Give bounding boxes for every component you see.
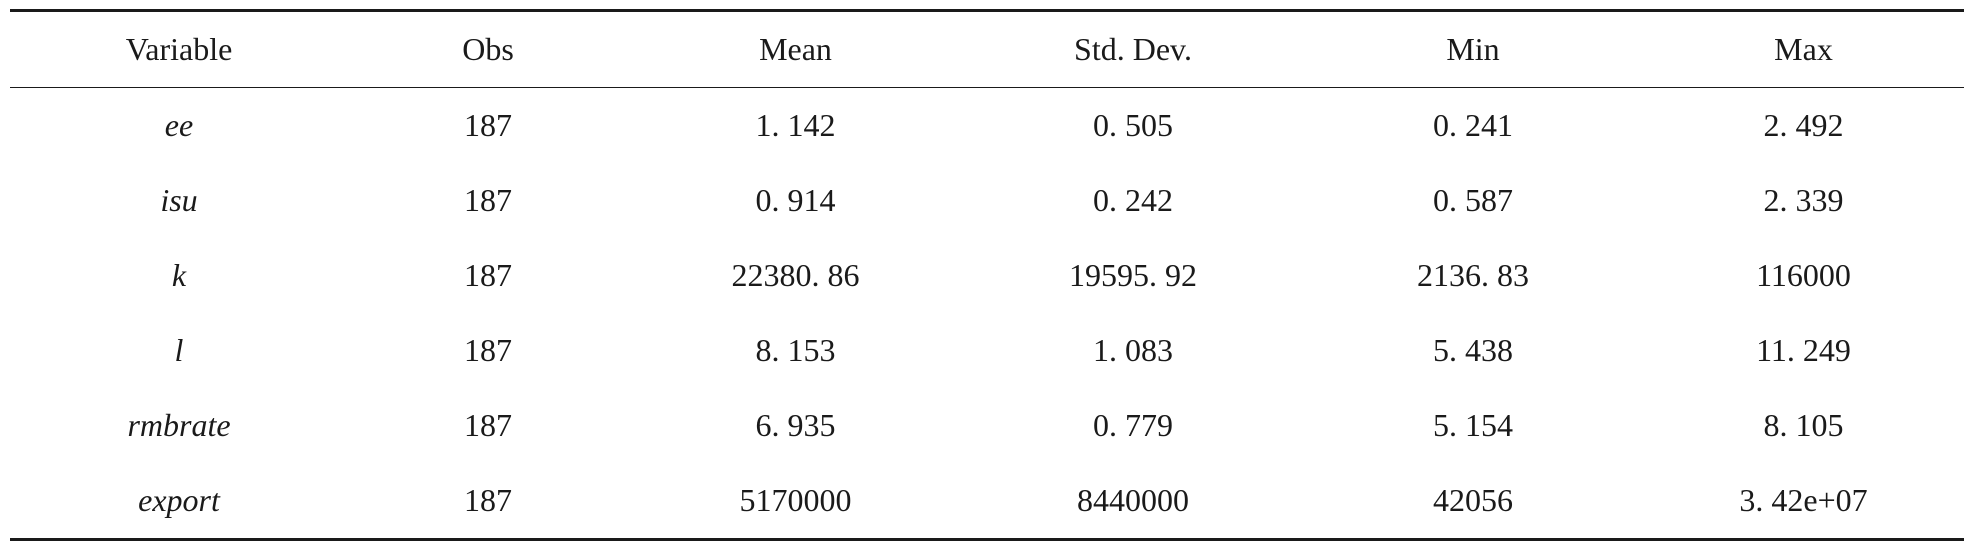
table-row: export 187 5170000 8440000 42056 3. 42e+… (10, 463, 1964, 540)
cell-max: 3. 42e+07 (1739, 482, 1868, 518)
cell-variable: isu (160, 182, 198, 218)
cell-min: 0. 587 (1433, 182, 1513, 218)
cell-mean: 5170000 (739, 482, 852, 518)
header-obs: Obs (462, 31, 514, 67)
cell-mean: 22380. 86 (731, 257, 860, 293)
header-mean: Mean (759, 31, 832, 67)
descriptive-statistics-table: Variable Obs Mean Std. Dev. Min Max ee 1… (10, 9, 1964, 541)
cell-max: 11. 249 (1756, 332, 1851, 368)
cell-min: 5. 438 (1433, 332, 1513, 368)
cell-obs: 187 (464, 332, 512, 368)
cell-min: 0. 241 (1433, 107, 1513, 143)
cell-mean: 0. 914 (755, 182, 836, 218)
cell-variable: k (171, 257, 187, 293)
table-row: k 187 22380. 86 19595. 92 2136. 83 11600… (10, 238, 1964, 313)
cell-std-dev: 19595. 92 (1069, 257, 1197, 293)
cell-max: 2. 339 (1763, 182, 1844, 218)
cell-max: 116000 (1756, 257, 1851, 293)
header-min: Min (1446, 31, 1500, 67)
cell-obs: 187 (464, 107, 512, 143)
table-row: rmbrate 187 6. 935 0. 779 5. 154 8. 105 (10, 388, 1964, 463)
table-row: isu 187 0. 914 0. 242 0. 587 2. 339 (10, 163, 1964, 238)
header-row: Variable Obs Mean Std. Dev. Min Max (10, 10, 1964, 88)
table-row: ee 187 1. 142 0. 505 0. 241 2. 492 (10, 88, 1964, 164)
cell-variable: rmbrate (127, 407, 231, 443)
header-variable: Variable (125, 31, 233, 67)
cell-obs: 187 (464, 407, 512, 443)
cell-std-dev: 0. 505 (1093, 107, 1173, 143)
table-header: Variable Obs Mean Std. Dev. Min Max (10, 10, 1964, 88)
header-std-dev: Std. Dev. (1074, 31, 1192, 67)
header-max: Max (1774, 31, 1833, 67)
cell-mean: 6. 935 (755, 407, 836, 443)
cell-variable: ee (164, 107, 194, 143)
cell-max: 2. 492 (1763, 107, 1844, 143)
cell-min: 2136. 83 (1417, 257, 1529, 293)
cell-mean: 1. 142 (755, 107, 836, 143)
cell-mean: 8. 153 (755, 332, 836, 368)
cell-std-dev: 0. 779 (1093, 407, 1173, 443)
cell-std-dev: 0. 242 (1093, 182, 1173, 218)
cell-obs: 187 (464, 257, 512, 293)
cell-obs: 187 (464, 482, 512, 518)
cell-std-dev: 1. 083 (1093, 332, 1173, 368)
table-row: l 187 8. 153 1. 083 5. 438 11. 249 (10, 313, 1964, 388)
cell-min: 42056 (1433, 482, 1513, 518)
statistics-table-container: Variable Obs Mean Std. Dev. Min Max ee 1… (10, 9, 1964, 541)
cell-max: 8. 105 (1763, 407, 1844, 443)
cell-variable: export (138, 482, 220, 518)
cell-obs: 187 (464, 182, 512, 218)
cell-std-dev: 8440000 (1077, 482, 1189, 518)
cell-min: 5. 154 (1433, 407, 1513, 443)
cell-variable: l (174, 332, 184, 368)
table-body: ee 187 1. 142 0. 505 0. 241 2. 492 isu 1… (10, 88, 1964, 540)
